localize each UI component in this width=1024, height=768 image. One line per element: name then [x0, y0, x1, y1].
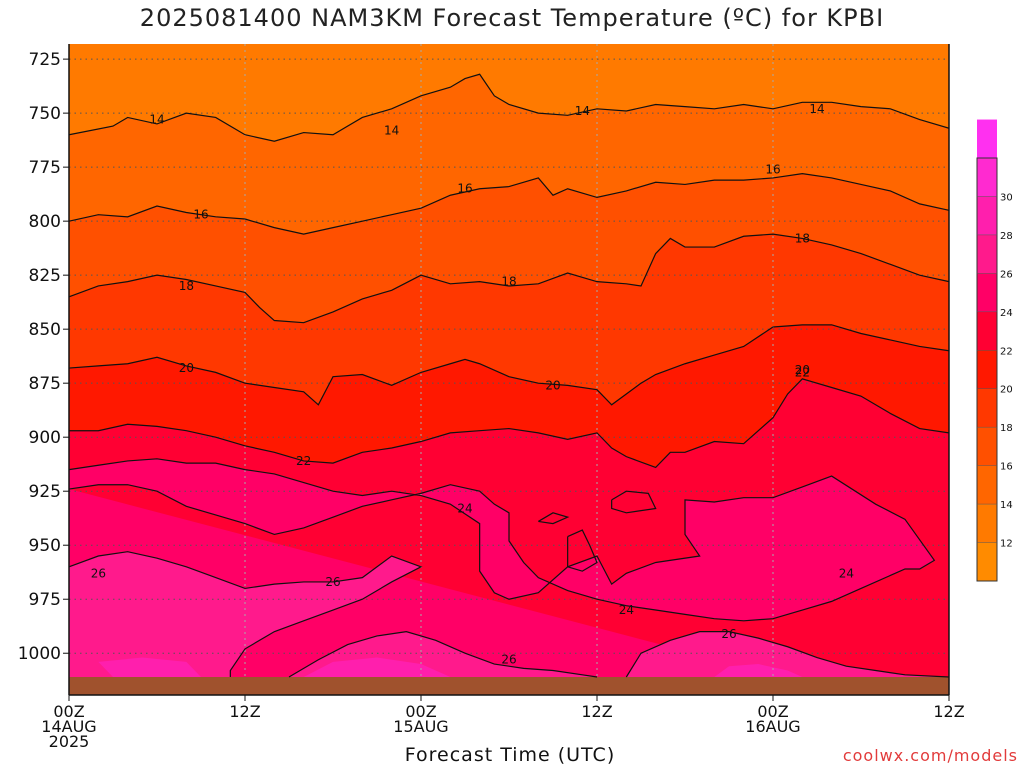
isotherm-label-24-5-1: 24 [619, 603, 634, 617]
isotherm-label-24-5-0: 24 [457, 501, 472, 515]
credit-link[interactable]: coolwx.com/models [842, 746, 1018, 765]
isotherm-label-22-4-1: 22 [795, 365, 810, 379]
y-tick-label-975: 975 [29, 590, 61, 610]
y-tick-label-800: 800 [29, 212, 61, 232]
colorbar-swatch-26 [977, 234, 997, 274]
colorbar-label-12: 12 [1000, 539, 1013, 550]
isotherm-label-14-0-2: 14 [575, 104, 590, 118]
colorbar-frame [976, 157, 998, 582]
colorbar-label-24: 24 [1000, 308, 1013, 319]
colorbar-label-28: 28 [1000, 231, 1013, 242]
x-tick-label-36-0: 12Z [581, 702, 612, 721]
colorbar-swatch-14 [977, 465, 997, 505]
isotherm-label-14-0-3: 14 [809, 102, 824, 116]
y-tick-label-1000: 1000 [18, 644, 61, 664]
y-tick-label-850: 850 [29, 320, 61, 340]
colorbar-label-22: 22 [1000, 346, 1013, 357]
x-tick-label-48-0: 00Z [757, 702, 788, 721]
colorbar-swatch-20 [977, 350, 997, 389]
isotherm-label-26-7-0: 26 [501, 653, 516, 667]
isotherm-22-4 [69, 378, 950, 469]
x-axis-label: Forecast Time (UTC) [404, 744, 616, 766]
y-tick-label-750: 750 [29, 104, 61, 124]
isotherm-label-20-3-0: 20 [179, 361, 194, 375]
isotherm-26-6 [68, 551, 423, 677]
colorbar: 12 14 16 18 20 22 24 26 28 30 [976, 119, 1013, 582]
colorbar-label-14: 14 [1000, 500, 1013, 511]
isotherm-26-7 [288, 631, 598, 678]
colorbar-swatch-10 [977, 542, 997, 581]
colorbar-label-30: 30 [1000, 192, 1013, 203]
colorbar-swatch-32 [977, 119, 997, 158]
ground-band [69, 677, 949, 695]
isotherm-26-8 [625, 631, 950, 678]
isotherm-label-26-6-0: 26 [91, 566, 106, 580]
axes-layer: 725 750 775 800 825 850 875 900 925 950 975 1000 00Z… [18, 44, 965, 751]
isotherm-label-20-3-2: 20 [795, 363, 810, 377]
colorbar-swatch-16 [977, 427, 997, 466]
x-tick-label-60-0: 12Z [933, 702, 964, 721]
isotherm-24-5 [68, 458, 936, 622]
isotherm-label-16-1-2: 16 [765, 162, 780, 176]
y-tick-label-875: 875 [29, 374, 61, 394]
colorbar-swatch-24 [977, 273, 997, 312]
isotherm-label-20-3-1: 20 [545, 378, 560, 392]
isotherm-16-1 [68, 173, 950, 235]
y-tick-label-725: 725 [29, 50, 61, 70]
isotherm-label-24-5-2: 24 [839, 566, 854, 580]
isotherm-label-18-2-1: 18 [501, 275, 516, 289]
isotherm-label-22-4-0: 22 [296, 454, 311, 468]
colorbar-swatch-22 [977, 311, 997, 351]
colorbar-swatch-18 [977, 388, 997, 428]
x-tick-label-0-1: 14AUG [41, 717, 96, 736]
colorbar-label-16: 16 [1000, 462, 1013, 473]
colorbar-swatch-12 [977, 504, 997, 543]
colorbar-label-18: 18 [1000, 423, 1013, 434]
chart-title: 2025081400 NAM3KM Forecast Temperature (… [139, 4, 885, 32]
isotherm-label-18-2-0: 18 [179, 279, 194, 293]
isotherm-label-18-2-2: 18 [795, 231, 810, 245]
x-tick-label-0-0: 00Z [53, 702, 84, 721]
colorbar-swatch-30 [977, 158, 997, 197]
field-hot-0 [98, 657, 201, 677]
isotherm-20-3 [68, 324, 950, 406]
isotherm-24-9 [538, 512, 570, 525]
x-tick-label-24-0: 00Z [405, 702, 436, 721]
isotherm-24-10 [567, 529, 598, 572]
y-tick-label-825: 825 [29, 266, 61, 286]
colorbar-swatch-28 [977, 196, 997, 235]
isotherm-label-14-0-0: 14 [149, 113, 164, 127]
isotherm-14-0 [68, 73, 950, 142]
y-tick-label-925: 925 [29, 482, 61, 502]
colorbar-label-20: 20 [1000, 385, 1013, 396]
y-tick-label-950: 950 [29, 536, 61, 556]
isotherm-24-11 [611, 490, 657, 514]
ground-layer [69, 677, 949, 695]
field-band-26-2 [626, 631, 949, 677]
x-tick-label-24-1: 15AUG [393, 717, 448, 736]
isotherm-label-26-6-1: 26 [325, 575, 340, 589]
isotherm-label-16-1-1: 16 [457, 182, 472, 196]
isotherm-label-14-0-1: 14 [384, 123, 399, 137]
y-tick-label-900: 900 [29, 428, 61, 448]
isotherm-18-2 [68, 233, 950, 324]
isotherm-label-16-1-0: 16 [193, 208, 208, 222]
isotherm-label-26-8-0: 26 [721, 627, 736, 641]
x-tick-label-12-0: 12Z [229, 702, 260, 721]
x-tick-label-0-2: 2025 [49, 732, 90, 751]
x-tick-label-48-1: 16AUG [745, 717, 800, 736]
plot-area [69, 44, 949, 677]
field-hot-2 [714, 664, 803, 677]
field-hot-1 [303, 657, 451, 677]
colorbar-label-26: 26 [1000, 269, 1013, 280]
y-tick-label-775: 775 [29, 158, 61, 178]
